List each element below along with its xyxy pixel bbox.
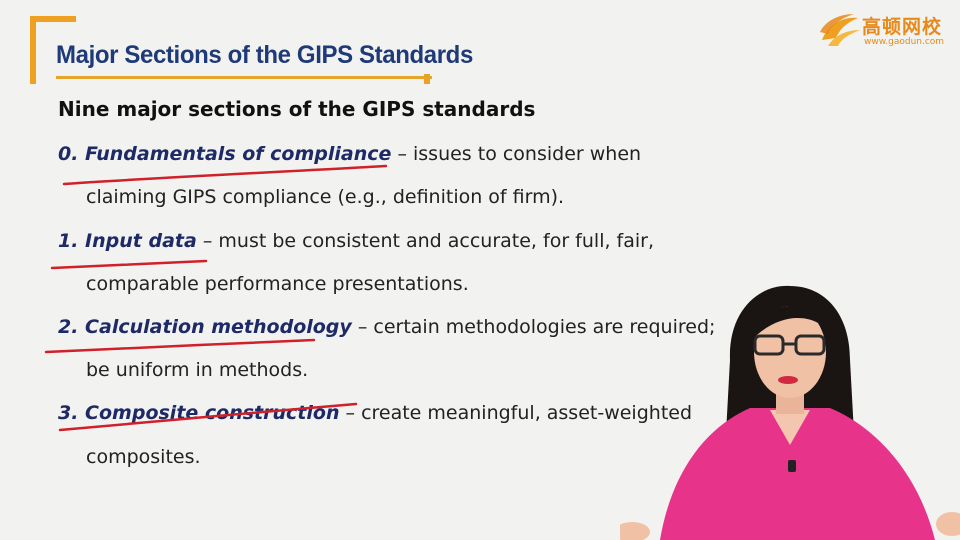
annotation-underline-0 — [62, 164, 388, 186]
section-item-2: 2. Calculation methodology – certain met… — [58, 316, 715, 338]
section-continuation-0: claiming GIPS compliance (e.g., definiti… — [86, 186, 565, 208]
annotation-underline-1 — [50, 259, 208, 270]
section-item-0: 0. Fundamentals of compliance – issues t… — [58, 143, 641, 165]
section-continuation-2: be uniform in methods. — [86, 359, 309, 381]
title-underline — [56, 76, 432, 79]
section-item-1: 1. Input data – must be consistent and a… — [58, 230, 654, 252]
presenter-video — [620, 285, 960, 540]
annotation-underline-2 — [44, 338, 316, 354]
section-desc: – certain methodologies are required; — [351, 316, 716, 338]
logo-url: www.gaodun.com — [864, 37, 945, 47]
gaodun-logo[interactable]: 高顿网校 www.gaodun.com — [818, 10, 948, 54]
section-continuation-3: composites. — [86, 446, 201, 468]
section-term: 1. Input data — [58, 230, 197, 252]
section-desc: – create meaningful, asset-weighted — [339, 402, 693, 424]
section-term: 0. Fundamentals of compliance — [58, 143, 392, 165]
title-bracket-end — [424, 74, 430, 84]
title-bracket — [30, 16, 76, 84]
section-term: 2. Calculation methodology — [58, 316, 352, 338]
slide-title: Major Sections of the GIPS Standards — [56, 41, 473, 69]
section-desc: – must be consistent and accurate, for f… — [196, 230, 655, 252]
flame-swirl-logo-icon — [820, 14, 860, 46]
slide-subtitle: Nine major sections of the GIPS standard… — [58, 97, 536, 121]
section-desc: – issues to consider when — [391, 143, 642, 165]
annotation-underline-3 — [58, 402, 358, 432]
logo-name: 高顿网校 — [862, 16, 943, 38]
section-item-3: 3. Composite construction – create meani… — [58, 402, 692, 424]
section-continuation-1: comparable performance presentations. — [86, 273, 469, 295]
section-term: 3. Composite construction — [58, 402, 340, 424]
